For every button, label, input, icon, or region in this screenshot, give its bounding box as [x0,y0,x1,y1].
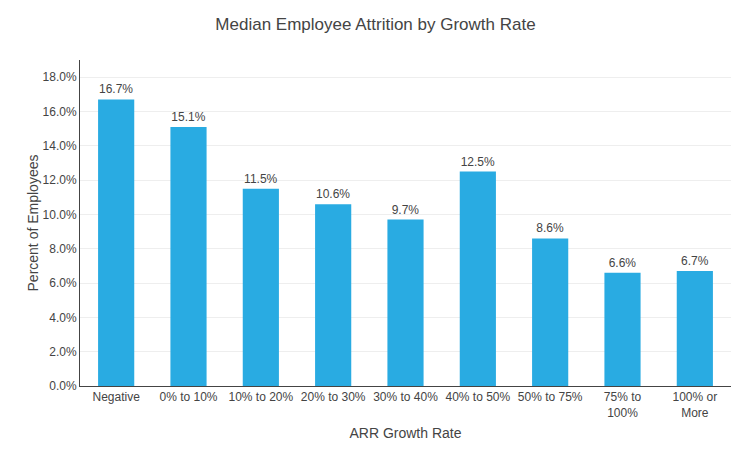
svg-text:20% to 30%: 20% to 30% [301,390,366,404]
svg-text:10.6%: 10.6% [316,187,350,201]
svg-text:0.0%: 0.0% [49,379,77,393]
svg-text:8.6%: 8.6% [536,221,564,235]
svg-text:12.5%: 12.5% [461,155,495,169]
svg-text:6.7%: 6.7% [681,254,709,268]
svg-text:30% to 40%: 30% to 40% [373,390,438,404]
svg-text:100% orMore: 100% orMore [672,390,717,420]
svg-text:Negative: Negative [92,390,140,404]
svg-text:11.5%: 11.5% [244,172,277,186]
svg-text:14.0%: 14.0% [43,139,77,153]
svg-text:6.6%: 6.6% [609,256,637,270]
svg-text:16.7%: 16.7% [99,82,133,96]
svg-text:50% to 75%: 50% to 75% [518,390,583,404]
svg-text:10.0%: 10.0% [43,208,77,222]
svg-text:6.0%: 6.0% [49,276,77,290]
svg-text:9.7%: 9.7% [392,203,420,217]
svg-text:4.0%: 4.0% [49,311,77,325]
svg-text:10% to 20%: 10% to 20% [228,390,293,404]
svg-text:18.0%: 18.0% [43,70,77,84]
svg-text:Median Employee Attrition by G: Median Employee Attrition by Growth Rate [215,15,535,34]
svg-text:2.0%: 2.0% [49,345,77,359]
svg-text:8.0%: 8.0% [49,242,77,256]
svg-text:16.0%: 16.0% [43,105,77,119]
svg-text:15.1%: 15.1% [171,110,205,124]
svg-text:12.0%: 12.0% [43,173,77,187]
svg-text:75% to100%: 75% to100% [604,390,642,420]
svg-text:40% to 50%: 40% to 50% [445,390,510,404]
svg-text:ARR Growth Rate: ARR Growth Rate [349,425,461,441]
svg-text:Percent of Employees: Percent of Employees [25,155,41,292]
svg-text:0% to 10%: 0% to 10% [159,390,217,404]
